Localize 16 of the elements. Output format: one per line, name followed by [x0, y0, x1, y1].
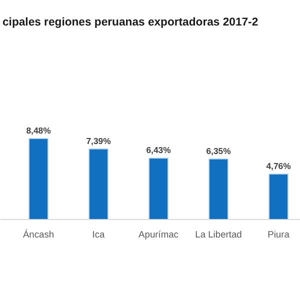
- x-tick-label: Piura: [268, 230, 290, 240]
- data-label: 6,43%: [146, 145, 172, 156]
- bar: [208, 158, 228, 220]
- data-label: 4,76%: [266, 161, 292, 172]
- data-label: 8,48%: [26, 126, 52, 136]
- bar: [28, 138, 48, 220]
- x-tick-label: La Libertad: [195, 230, 242, 240]
- data-label: 6,35%: [206, 146, 232, 156]
- x-tick-label: Áncash: [22, 228, 54, 240]
- chart-title: cipales regiones peruanas exportadoras 2017-2: [2, 16, 258, 28]
- data-label: 7,39%: [86, 136, 112, 146]
- bar: [148, 158, 168, 220]
- bar: [88, 148, 108, 220]
- x-tick-label: Apurímac: [138, 230, 179, 240]
- bar: [268, 174, 288, 220]
- x-tick-label: Ica: [92, 230, 106, 240]
